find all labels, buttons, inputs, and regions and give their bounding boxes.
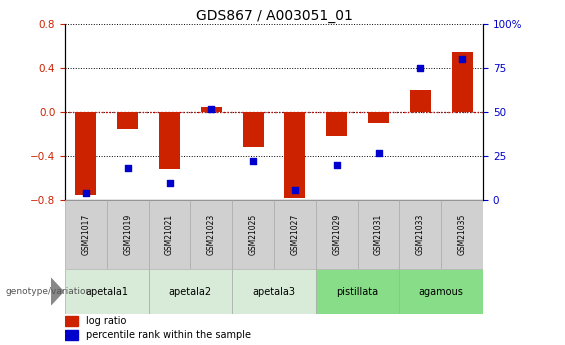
Text: GSM21021: GSM21021: [165, 214, 174, 255]
Bar: [316, 200, 358, 269]
Point: [249, 159, 258, 164]
Point: [374, 150, 383, 155]
Point: [123, 166, 132, 171]
Bar: [201, 107, 221, 112]
Bar: [149, 269, 232, 314]
Bar: [243, 112, 263, 147]
Bar: [107, 200, 149, 269]
Bar: [452, 52, 472, 112]
Bar: [190, 200, 232, 269]
Text: genotype/variation: genotype/variation: [6, 287, 92, 296]
Bar: [118, 112, 138, 129]
Bar: [65, 200, 107, 269]
Text: GSM21033: GSM21033: [416, 214, 425, 255]
Bar: [316, 269, 399, 314]
Bar: [232, 200, 274, 269]
Text: apetala2: apetala2: [169, 287, 212, 296]
Bar: [159, 112, 180, 169]
Text: agamous: agamous: [419, 287, 464, 296]
Text: apetala3: apetala3: [253, 287, 295, 296]
Text: percentile rank within the sample: percentile rank within the sample: [86, 330, 251, 340]
Text: log ratio: log ratio: [86, 316, 126, 326]
Bar: [368, 112, 389, 123]
Bar: [274, 200, 316, 269]
Text: GSM21029: GSM21029: [332, 214, 341, 255]
Text: GSM21019: GSM21019: [123, 214, 132, 255]
Bar: [76, 112, 96, 195]
Bar: [399, 269, 483, 314]
Bar: [358, 200, 399, 269]
Bar: [65, 269, 149, 314]
Title: GDS867 / A003051_01: GDS867 / A003051_01: [195, 9, 353, 23]
Bar: [399, 200, 441, 269]
Text: GSM21027: GSM21027: [290, 214, 299, 255]
Bar: [326, 112, 347, 136]
Text: apetala1: apetala1: [85, 287, 128, 296]
Point: [416, 66, 425, 71]
Text: GSM21031: GSM21031: [374, 214, 383, 255]
Bar: [441, 200, 483, 269]
Text: pistillata: pistillata: [337, 287, 379, 296]
Point: [165, 180, 174, 185]
Point: [207, 106, 216, 111]
Bar: [65, 330, 77, 340]
Point: [332, 162, 341, 168]
Bar: [232, 269, 316, 314]
Bar: [149, 200, 190, 269]
Bar: [284, 112, 305, 198]
Bar: [65, 316, 77, 326]
Text: GSM21023: GSM21023: [207, 214, 216, 255]
Polygon shape: [51, 278, 63, 305]
Text: GSM21025: GSM21025: [249, 214, 258, 255]
Point: [458, 57, 467, 62]
Point: [81, 190, 90, 196]
Text: GSM21035: GSM21035: [458, 214, 467, 255]
Point: [290, 187, 299, 192]
Text: GSM21017: GSM21017: [81, 214, 90, 255]
Bar: [410, 90, 431, 112]
